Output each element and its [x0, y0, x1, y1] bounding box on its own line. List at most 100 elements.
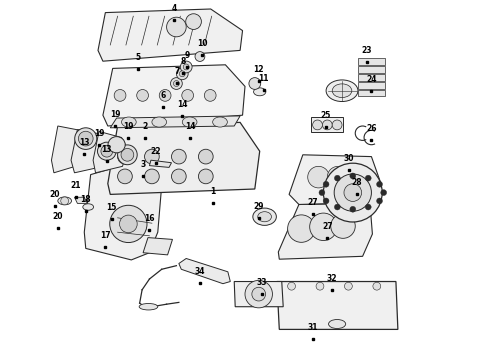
- Ellipse shape: [108, 136, 125, 153]
- Text: 22: 22: [150, 147, 161, 156]
- Circle shape: [114, 90, 126, 101]
- Polygon shape: [71, 130, 112, 173]
- Circle shape: [322, 120, 332, 130]
- Circle shape: [365, 175, 371, 181]
- Text: 34: 34: [195, 267, 205, 276]
- Text: 15: 15: [106, 203, 117, 212]
- Polygon shape: [93, 131, 127, 173]
- Circle shape: [61, 197, 69, 205]
- Ellipse shape: [58, 197, 72, 205]
- Text: 16: 16: [144, 214, 155, 223]
- Text: 19: 19: [110, 110, 121, 119]
- Circle shape: [145, 169, 159, 184]
- Text: 19: 19: [94, 129, 104, 138]
- Circle shape: [173, 81, 179, 86]
- Ellipse shape: [152, 117, 167, 127]
- Text: 5: 5: [136, 53, 141, 62]
- Polygon shape: [103, 65, 245, 126]
- Text: 28: 28: [351, 178, 362, 187]
- Polygon shape: [179, 258, 230, 284]
- Circle shape: [323, 198, 329, 204]
- Ellipse shape: [139, 303, 158, 310]
- Polygon shape: [149, 160, 171, 167]
- Circle shape: [179, 71, 185, 77]
- Text: 27: 27: [307, 198, 318, 207]
- Text: 12: 12: [253, 65, 264, 74]
- Bar: [358, 58, 385, 65]
- Circle shape: [137, 90, 148, 101]
- Ellipse shape: [326, 80, 358, 102]
- Text: 13: 13: [101, 145, 112, 154]
- Text: 10: 10: [197, 39, 208, 48]
- Polygon shape: [278, 203, 372, 259]
- Circle shape: [327, 166, 349, 188]
- Text: 7: 7: [175, 67, 180, 76]
- Circle shape: [344, 282, 352, 290]
- Text: 17: 17: [100, 231, 111, 240]
- Ellipse shape: [332, 84, 352, 98]
- Bar: [358, 74, 385, 81]
- Polygon shape: [289, 155, 381, 204]
- Circle shape: [180, 61, 192, 73]
- Circle shape: [186, 14, 201, 30]
- Circle shape: [198, 149, 213, 164]
- Circle shape: [334, 174, 371, 211]
- Polygon shape: [277, 282, 398, 329]
- Text: 6: 6: [160, 91, 165, 100]
- Bar: [358, 90, 385, 96]
- Circle shape: [377, 181, 383, 187]
- Ellipse shape: [328, 320, 345, 328]
- Text: 13: 13: [79, 138, 90, 147]
- Circle shape: [332, 120, 342, 130]
- Circle shape: [331, 214, 355, 238]
- Circle shape: [319, 190, 325, 195]
- Circle shape: [308, 166, 329, 188]
- Circle shape: [252, 287, 266, 301]
- Text: 14: 14: [185, 122, 196, 131]
- Text: 29: 29: [253, 202, 264, 211]
- Circle shape: [310, 213, 337, 240]
- Circle shape: [110, 205, 147, 243]
- Text: 3: 3: [141, 161, 146, 170]
- Polygon shape: [84, 164, 162, 260]
- Ellipse shape: [83, 204, 94, 210]
- Circle shape: [176, 68, 188, 80]
- Ellipse shape: [254, 88, 266, 96]
- Circle shape: [346, 169, 364, 187]
- Text: 25: 25: [320, 111, 331, 120]
- Text: 11: 11: [258, 74, 269, 83]
- Ellipse shape: [182, 117, 197, 127]
- Circle shape: [335, 175, 340, 181]
- Ellipse shape: [118, 145, 137, 165]
- Circle shape: [195, 51, 205, 62]
- Text: 8: 8: [181, 57, 186, 66]
- Text: 23: 23: [361, 46, 372, 55]
- Circle shape: [245, 280, 272, 308]
- Text: 19: 19: [123, 122, 134, 131]
- Text: 20: 20: [49, 190, 60, 199]
- Circle shape: [373, 282, 381, 290]
- Ellipse shape: [122, 117, 136, 127]
- Ellipse shape: [75, 128, 97, 149]
- Circle shape: [288, 282, 295, 290]
- Polygon shape: [143, 238, 172, 255]
- Polygon shape: [98, 9, 243, 61]
- Circle shape: [350, 206, 356, 212]
- Circle shape: [121, 148, 134, 161]
- Circle shape: [159, 90, 171, 101]
- Ellipse shape: [258, 212, 271, 222]
- Text: 18: 18: [80, 195, 91, 204]
- Ellipse shape: [253, 208, 276, 225]
- Polygon shape: [234, 282, 283, 307]
- Circle shape: [350, 173, 356, 179]
- Circle shape: [198, 169, 213, 184]
- Circle shape: [182, 90, 194, 101]
- Text: 32: 32: [327, 274, 338, 283]
- Circle shape: [167, 17, 186, 37]
- Text: 27: 27: [322, 222, 333, 231]
- Text: 26: 26: [366, 125, 377, 134]
- Circle shape: [120, 215, 137, 233]
- Text: 31: 31: [307, 323, 318, 332]
- Circle shape: [118, 149, 132, 164]
- Text: 21: 21: [71, 181, 81, 190]
